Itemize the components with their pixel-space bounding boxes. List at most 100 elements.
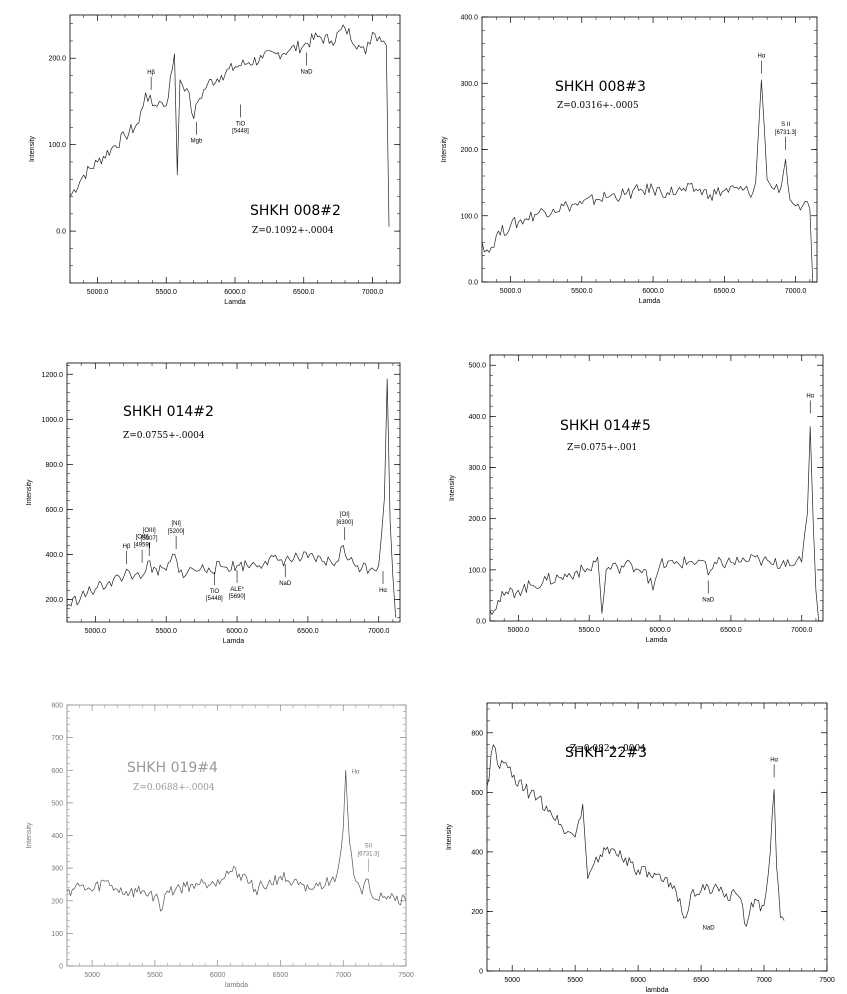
y-tick-label: 200 [51, 898, 63, 905]
y-axis-title: Intensity [446, 823, 453, 850]
spectral-line-label: Hα [757, 54, 765, 60]
y-tick-label: 400.0 [45, 552, 63, 559]
spectrum-line [481, 79, 814, 283]
y-tick-label: 200.0 [460, 147, 478, 154]
x-tick-label: 5000 [504, 977, 520, 984]
y-tick-label: 400.0 [460, 15, 478, 22]
chart-panel-4: 5000.0 5500.0 6000.0 6500.0 7000.0 0.0 100.0 20… [449, 354, 824, 644]
spectral-line-label: [6300] [336, 520, 353, 526]
spectral-line-label: NaD [300, 70, 313, 76]
spectral-line-label: [5448] [206, 596, 223, 602]
y-tick-label: 0.0 [476, 619, 486, 626]
y-axis-title: Intensity [29, 135, 36, 162]
chart-panel-2: 5000.0 5500.0 6000.0 6500.0 7000.0 0.0 100.0 20… [441, 15, 818, 305]
x-tick-label: 6000 [210, 972, 226, 979]
spectral-line-label: [5200] [168, 529, 185, 535]
y-tick-label: 200 [471, 909, 483, 916]
x-tick-label: 5500.0 [578, 627, 600, 634]
x-tick-label: 7500 [398, 972, 414, 979]
y-tick-label: 400 [471, 849, 483, 856]
x-axis-title: Lamda [639, 298, 661, 305]
spectrum-line [489, 426, 820, 622]
plot-frame [69, 14, 401, 284]
spectrum-line [69, 24, 390, 227]
x-tick-label: 5000.0 [87, 289, 109, 296]
chart-panel-5: 5000 5500 6000 6500 7000 7500 0 100 200 300 400 500… [26, 703, 414, 990]
x-axis-title: lambda [225, 982, 248, 989]
y-tick-label: 300.0 [460, 81, 478, 88]
spectral-line-label: [5448] [232, 128, 249, 134]
x-tick-label: 5500.0 [571, 288, 593, 295]
spectral-line-label: [OI] [340, 512, 350, 518]
spectral-line-label: TiO [236, 121, 246, 127]
x-tick-label: 7000 [756, 977, 772, 984]
spectral-line-label: [6731.3] [357, 852, 379, 858]
panel-title: SHKH 019#4 [127, 760, 218, 776]
y-tick-label: 500 [51, 800, 63, 807]
x-tick-label: 7000.0 [791, 627, 813, 634]
x-tick-label: 6000 [630, 977, 646, 984]
y-tick-label: 700 [51, 735, 63, 742]
x-tick-label: 5000 [84, 972, 100, 979]
x-tick-label: 5000.0 [85, 628, 107, 635]
x-tick-label: 6500 [273, 972, 289, 979]
panel-redshift: Z=0.1092+-.0004 [252, 226, 334, 236]
x-tick-label: 6500.0 [297, 628, 319, 635]
panel-title: SHKH 008#3 [555, 79, 646, 95]
spectral-line-label: [5007] [141, 536, 158, 542]
y-tick-label: 0 [59, 964, 63, 971]
y-axis-title: Intensity [441, 136, 448, 163]
spectral-line-label: [4959] [134, 543, 151, 549]
y-axis-title: Intensity [26, 479, 33, 506]
panel-redshift: Z=0.075+-.001 [567, 443, 637, 453]
panel-title: SHKH 22#3 [565, 745, 647, 761]
chart-panel-3: 5000.0 5500.0 6000.0 6500.0 7000.0 200.0 400.0… [26, 362, 401, 645]
chart-panel-1: 5000.0 5500.0 6000.0 6500.0 7000.0 0.0 100.0 20… [29, 14, 401, 306]
spectrum-line [66, 769, 407, 912]
y-tick-label: 800 [51, 703, 63, 710]
y-tick-label: 500.0 [468, 363, 486, 370]
panel-redshift: Z=0.0316+-.0005 [557, 101, 639, 111]
spectral-line-label: NaD [702, 598, 715, 604]
y-tick-label: 600 [51, 768, 63, 775]
y-tick-label: 200.0 [45, 597, 63, 604]
spectral-line-label: SII [365, 844, 373, 850]
plot-frame [489, 354, 824, 622]
x-tick-label: 7000.0 [785, 288, 807, 295]
x-tick-label: 7000 [335, 972, 351, 979]
x-tick-label: 6000.0 [649, 627, 671, 634]
x-tick-label: 6500.0 [720, 627, 742, 634]
spectral-line-label: Hα [770, 757, 778, 763]
x-tick-label: 7000.0 [368, 628, 390, 635]
spectral-line-label: NaD [279, 581, 292, 587]
spectral-line-label: Hα [806, 393, 814, 399]
plot-frame [66, 704, 407, 967]
x-tick-label: 7500 [819, 977, 835, 984]
y-tick-label: 600.0 [45, 507, 63, 514]
y-tick-label: 300 [51, 866, 63, 873]
x-tick-label: 6000.0 [226, 628, 248, 635]
spectral-line-label: Hβ [147, 70, 155, 76]
panel-title: SHKH 014#2 [123, 404, 214, 420]
spectral-line-label: [6731.3] [775, 130, 797, 136]
x-tick-label: 6000.0 [224, 289, 246, 296]
x-axis-title: Lamda [223, 638, 245, 645]
y-tick-label: 100.0 [460, 213, 478, 220]
panel-redshift: Z=0.082+-.0004 [570, 744, 646, 754]
panel-redshift: Z=0.0688+-.0004 [133, 783, 215, 793]
x-tick-label: 5500 [147, 972, 163, 979]
x-axis-title: Lamda [646, 637, 668, 644]
panel-title: SHKH 008#2 [250, 203, 341, 219]
y-axis-title: Intensity [26, 822, 33, 849]
y-tick-label: 200.0 [48, 56, 66, 63]
y-axis-title: Intensity [449, 474, 456, 501]
chart-panel-6: 5000 5500 6000 6500 7000 7500 0 200 400 600 800 lam… [446, 702, 835, 994]
y-tick-label: 400.0 [468, 414, 486, 421]
x-axis-title: lambda [646, 987, 669, 994]
spectrum-line [66, 378, 397, 618]
y-tick-label: 0 [479, 969, 483, 976]
y-tick-label: 1200.0 [42, 372, 64, 379]
spectral-line-label: Hα [379, 588, 387, 594]
y-tick-label: 100.0 [48, 142, 66, 149]
y-tick-label: 800.0 [45, 462, 63, 469]
